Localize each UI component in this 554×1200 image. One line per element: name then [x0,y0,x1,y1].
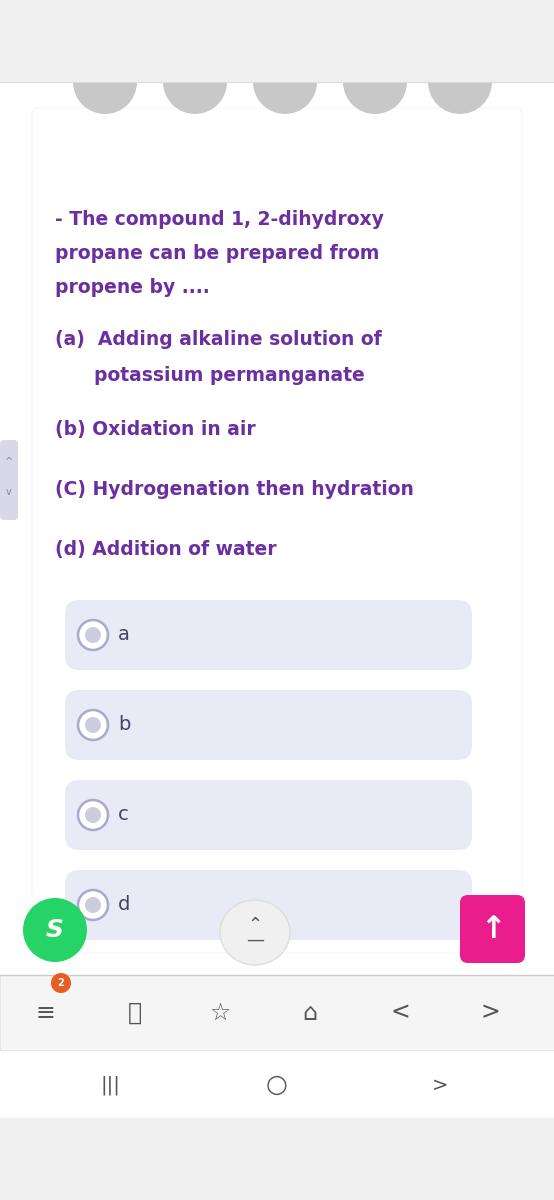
Text: propane can be prepared from: propane can be prepared from [55,244,379,263]
FancyBboxPatch shape [65,870,472,940]
FancyBboxPatch shape [32,108,522,953]
Bar [0,32,554,82]
Text: (d) Addition of water: (d) Addition of water [55,540,276,559]
Text: c: c [118,805,129,824]
Circle shape [428,50,492,114]
Text: potassium permanganate: potassium permanganate [55,366,365,385]
Bar [0,0,554,82]
Circle shape [343,50,407,114]
Circle shape [85,626,101,643]
Text: ≡: ≡ [35,1001,55,1025]
FancyBboxPatch shape [0,440,18,520]
FancyBboxPatch shape [65,600,472,670]
Text: ☆: ☆ [209,1001,230,1025]
Text: >: > [432,1075,448,1094]
Bar [0,1118,554,1200]
Text: <: < [390,1001,410,1025]
Text: 2: 2 [58,978,64,988]
Text: ⌂: ⌂ [302,1001,317,1025]
Circle shape [51,973,71,994]
Bar [0,0,554,32]
Text: ↺: ↺ [33,47,51,67]
Circle shape [73,50,137,114]
FancyBboxPatch shape [460,895,525,962]
Circle shape [78,710,108,740]
Text: d: d [118,895,130,914]
Text: a: a [118,625,130,644]
Circle shape [78,800,108,830]
Circle shape [23,898,87,962]
Text: ⌃
—: ⌃ — [246,916,264,949]
FancyBboxPatch shape [65,780,472,850]
Ellipse shape [220,900,290,965]
Text: v: v [6,487,12,497]
Circle shape [85,806,101,823]
Text: b: b [118,715,130,734]
Text: ⬜: ⬜ [128,1001,142,1025]
Text: ▌ᵢ. LTE2 ᵢ.  ≈  ⏰: ▌ᵢ. LTE2 ᵢ. ≈ ⏰ [12,11,84,22]
Text: chemistry-academy.com  🔒: chemistry-academy.com 🔒 [174,49,380,65]
Text: ↑: ↑ [480,914,505,943]
Text: (a)  Adding alkaline solution of: (a) Adding alkaline solution of [55,330,382,349]
Circle shape [85,898,101,913]
Bar [0,1055,554,1115]
FancyBboxPatch shape [65,690,472,760]
Bar [0,974,554,1050]
Text: (C) Hydrogenation then hydration: (C) Hydrogenation then hydration [55,480,414,499]
Text: >: > [480,1001,500,1025]
Text: 0:10: 0:10 [515,11,542,20]
Text: ^: ^ [5,457,13,467]
Circle shape [85,716,101,733]
Text: propene by ....: propene by .... [55,278,210,296]
Circle shape [78,890,108,920]
Circle shape [253,50,317,114]
Text: (b) Oxidation in air: (b) Oxidation in air [55,420,256,439]
Text: ☆: ☆ [506,48,524,66]
Circle shape [78,620,108,650]
Circle shape [163,50,227,114]
Text: ○: ○ [266,1073,288,1097]
Text: - The compound 1, 2-dihydroxy: - The compound 1, 2-dihydroxy [55,210,384,229]
Text: |||: ||| [100,1075,120,1094]
Text: S: S [46,918,64,942]
